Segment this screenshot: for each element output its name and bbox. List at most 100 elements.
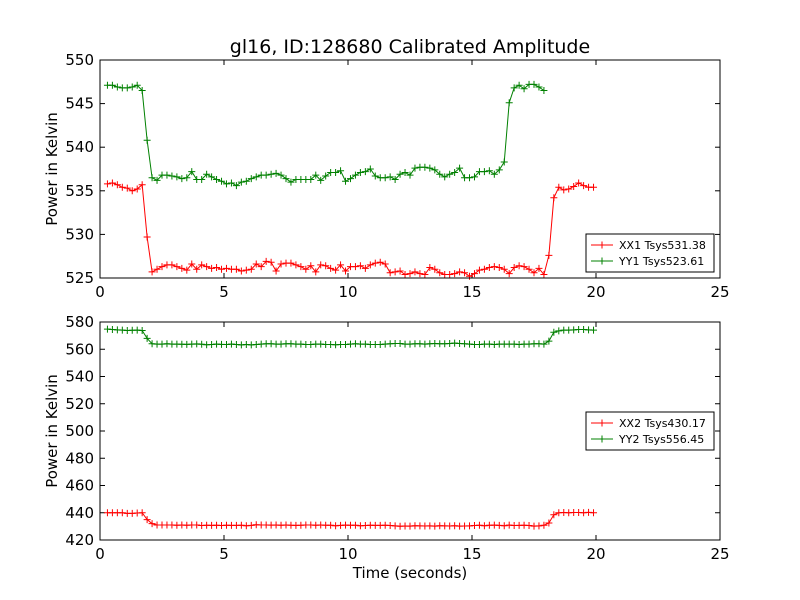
data-point [168, 172, 176, 180]
data-point [173, 173, 181, 181]
legend-entry-label: XX2 Tsys430.17 [619, 417, 706, 430]
data-point [351, 263, 359, 271]
data-point [436, 170, 444, 178]
data-point [327, 264, 335, 272]
data-point [361, 168, 369, 176]
data-point [451, 168, 459, 176]
data-point [138, 326, 146, 334]
data-point [470, 270, 478, 278]
x-tick-label: 5 [219, 283, 229, 301]
data-point [322, 172, 330, 180]
data-point [203, 263, 211, 271]
data-point [153, 176, 161, 184]
lower-x-axis-label: Time (seconds) [352, 564, 468, 582]
data-point [510, 84, 518, 92]
data-point [128, 187, 136, 195]
legend-box [585, 411, 715, 451]
data-point [535, 522, 543, 530]
data-point [540, 271, 548, 279]
x-tick-label: 20 [586, 545, 605, 563]
data-point [302, 265, 310, 273]
data-point [411, 164, 419, 172]
data-point [133, 81, 141, 89]
data-point [272, 169, 280, 177]
data-point [346, 175, 354, 183]
data-point [500, 158, 508, 166]
data-point [500, 522, 508, 530]
data-point [515, 262, 523, 270]
data-point [237, 178, 245, 186]
data-point [188, 168, 196, 176]
legend-entry-label: XX1 Tsys531.38 [619, 239, 706, 252]
data-point [312, 268, 320, 276]
data-point [431, 166, 439, 174]
data-point [396, 340, 404, 348]
data-point [426, 264, 434, 272]
data-point [366, 165, 374, 173]
data-point [421, 271, 429, 279]
data-point [143, 516, 151, 524]
data-point [337, 261, 345, 269]
y-tick-label: 535 [65, 182, 94, 200]
data-point [376, 258, 384, 266]
data-point [307, 262, 315, 270]
data-point [113, 181, 121, 189]
data-point [123, 84, 131, 92]
data-point [247, 175, 255, 183]
legend-box [585, 233, 715, 273]
data-point [391, 175, 399, 183]
series-yy1 [103, 80, 548, 190]
data-point [267, 258, 275, 266]
x-tick-label: 15 [462, 545, 481, 563]
data-point [525, 522, 533, 530]
data-point [257, 263, 265, 271]
data-point [317, 176, 325, 184]
y-tick-label: 480 [65, 449, 94, 467]
series-yy2 [103, 325, 598, 349]
data-point [461, 269, 469, 277]
data-point [495, 264, 503, 272]
data-point [312, 171, 320, 179]
data-point [401, 168, 409, 176]
data-point [396, 267, 404, 275]
data-point [213, 264, 221, 272]
data-point [332, 168, 340, 176]
data-point [277, 171, 285, 179]
data-point [545, 337, 553, 345]
data-point [222, 180, 230, 188]
data-point [267, 170, 275, 178]
data-point [575, 179, 583, 187]
data-point [178, 175, 186, 183]
data-point [436, 269, 444, 277]
data-point [153, 265, 161, 273]
data-point [351, 171, 359, 179]
data-point [193, 521, 201, 529]
y-tick-label: 460 [65, 477, 94, 495]
data-point [550, 194, 558, 202]
legend-entry-label: YY2 Tsys556.45 [618, 433, 704, 446]
data-point [282, 175, 290, 183]
data-point [198, 340, 206, 348]
data-point [466, 174, 474, 182]
y-tick-label: 545 [65, 95, 94, 113]
data-point [590, 326, 598, 334]
data-point [535, 83, 543, 91]
data-point [555, 327, 563, 335]
data-point [540, 521, 548, 529]
data-point [138, 509, 146, 517]
data-point [208, 173, 216, 181]
data-point [535, 264, 543, 272]
data-point [193, 265, 201, 273]
data-point [525, 265, 533, 273]
data-point [495, 166, 503, 174]
series-xx2 [103, 508, 598, 530]
data-point [218, 265, 226, 273]
data-point [381, 174, 389, 182]
y-tick-label: 500 [65, 422, 94, 440]
data-point [500, 265, 508, 273]
data-point [545, 519, 553, 527]
data-point [416, 270, 424, 278]
data-point [208, 264, 216, 272]
legend-entry-label: YY1 Tsys523.61 [618, 255, 704, 268]
